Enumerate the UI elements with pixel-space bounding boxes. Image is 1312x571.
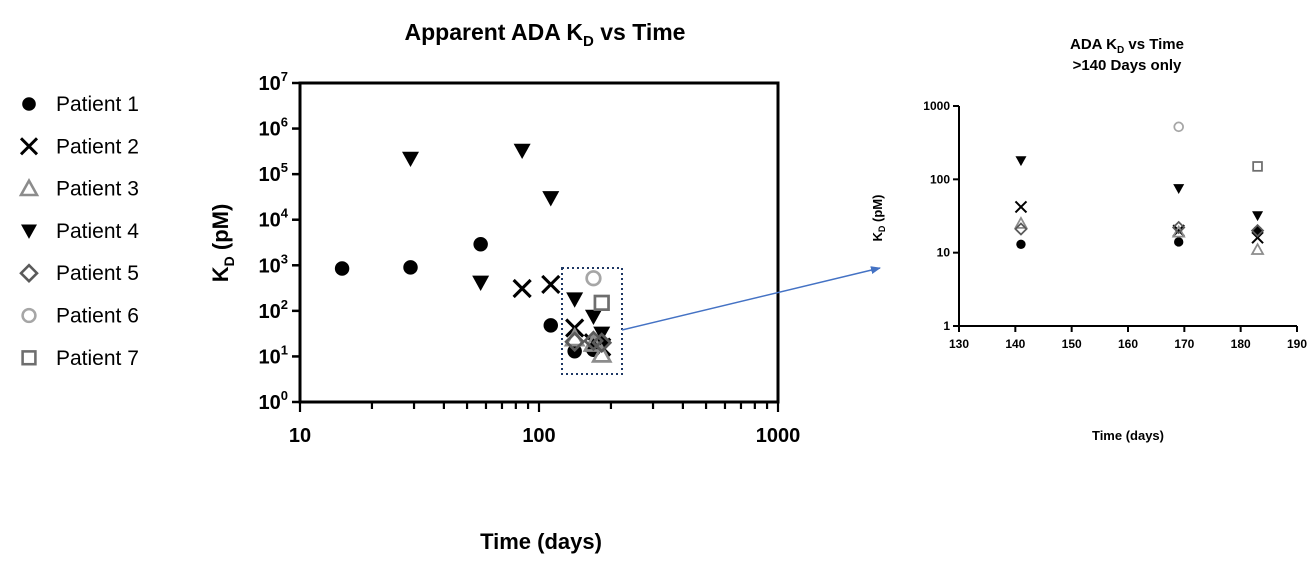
inset-data-point (1013, 216, 1028, 229)
zoom-region-box (561, 267, 623, 375)
data-point (473, 236, 488, 252)
legend-label: Patient 4 (56, 220, 139, 243)
legend-item: Patient 3 (18, 177, 139, 201)
y-tick-label: 104 (259, 206, 289, 232)
inset-data-point (1174, 237, 1184, 247)
data-point (585, 270, 602, 287)
data-point (593, 294, 610, 311)
inset-data-point (1171, 220, 1186, 235)
legend-symbol (22, 97, 36, 111)
inset-chart-title: ADA KD vs Time (1070, 36, 1184, 56)
inset-y-tick-label: 10 (937, 246, 951, 260)
inset-x-axis: 130 140 150 160 170 180 190 (949, 326, 1307, 351)
data-point (513, 143, 531, 160)
inset-y-tick-label: 100 (930, 172, 950, 186)
y-tick-label: 100 (259, 388, 288, 414)
main-chart-title: Apparent ADA KD vs Time (405, 19, 686, 50)
legend-symbol (21, 350, 37, 366)
main-y-axis-label: KD (pM) (208, 204, 237, 283)
inset-data-marks (1013, 121, 1265, 255)
inset-data-point (1014, 200, 1028, 214)
main-x-axis-label: Time (days) (480, 529, 602, 554)
main-plot-frame (298, 81, 780, 404)
legend-item: Patient 6 (21, 305, 139, 328)
inset-y-axis-label: KD (pM) (870, 195, 887, 242)
legend-item: Patient 4 (21, 220, 139, 243)
inset-x-tick-label: 140 (1005, 337, 1025, 351)
y-tick-label: 101 (259, 342, 288, 368)
y-tick-label: 106 (259, 115, 288, 141)
data-point (402, 151, 420, 168)
inset-data-point (1250, 242, 1265, 255)
inset-x-axis-label: Time (days) (1092, 428, 1164, 443)
inset-data-point (1252, 161, 1263, 172)
inset-x-tick-label: 190 (1287, 337, 1307, 351)
inset-y-axis: 1 10 100 1000 (923, 99, 959, 333)
inset-data-point (1016, 239, 1026, 249)
inset-y-tick-label: 1 (943, 319, 950, 333)
legend-label: Patient 6 (56, 305, 139, 328)
inset-x-tick-label: 160 (1118, 337, 1138, 351)
x-tick-label: 10 (289, 425, 311, 447)
legend-label: Patient 5 (56, 262, 139, 285)
x-tick-label: 100 (522, 425, 555, 447)
legend-label: Patient 3 (56, 178, 139, 201)
data-point (334, 261, 350, 276)
legend-item: Patient 5 (19, 262, 139, 285)
y-tick-label: 105 (259, 160, 288, 186)
inset-x-tick-label: 170 (1174, 337, 1194, 351)
legend-symbol (18, 177, 40, 197)
data-point (472, 275, 490, 291)
legend: Patient 1 Patient 2 Patient 3 Patient 4 Pati… (18, 93, 139, 370)
legend-symbol (21, 307, 37, 324)
inset-data-point (1250, 223, 1265, 238)
legend-item: Patient 2 (19, 135, 139, 158)
legend-symbol (21, 224, 37, 239)
data-point (542, 191, 560, 207)
data-point (566, 292, 584, 308)
inset-x-tick-label: 130 (949, 337, 969, 351)
data-point (543, 318, 558, 333)
inset-chart: ADA KD vs Time >140 Days only 1 10 100 1000… (870, 36, 1307, 443)
data-point (403, 260, 418, 275)
data-point (584, 309, 602, 326)
inset-data-point (1171, 224, 1186, 238)
main-x-axis: 10 100 1000 (289, 402, 800, 447)
legend-item: Patient 7 (21, 347, 139, 370)
legend-symbol (19, 137, 39, 156)
inset-data-point (1173, 184, 1185, 194)
y-tick-label: 107 (259, 69, 288, 95)
legend-symbol (19, 263, 39, 284)
inset-data-point (1252, 211, 1264, 222)
data-point (541, 274, 561, 295)
legend-label: Patient 1 (56, 93, 139, 116)
main-y-axis: 100 101 102 103 104 105 106 107 (259, 69, 300, 414)
main-data-marks (334, 143, 613, 363)
inset-data-point (1014, 222, 1028, 236)
data-point (591, 332, 613, 354)
inset-y-tick-label: 1000 (923, 99, 950, 113)
data-point (512, 278, 532, 299)
y-tick-label: 103 (259, 251, 288, 277)
zoom-arrow (621, 266, 881, 331)
inset-chart-subtitle: >140 Days only (1073, 57, 1182, 74)
data-point (564, 331, 586, 353)
x-tick-label: 1000 (756, 425, 801, 447)
data-point (590, 343, 613, 363)
inset-data-point (1251, 231, 1264, 244)
y-tick-label: 102 (259, 297, 288, 323)
inset-data-point (1015, 156, 1027, 167)
inset-x-tick-label: 150 (1062, 337, 1082, 351)
legend-label: Patient 2 (56, 135, 139, 158)
legend-label: Patient 7 (56, 347, 139, 370)
inset-data-point (1173, 121, 1184, 133)
legend-item: Patient 1 (22, 93, 139, 116)
inset-x-tick-label: 180 (1231, 337, 1251, 351)
